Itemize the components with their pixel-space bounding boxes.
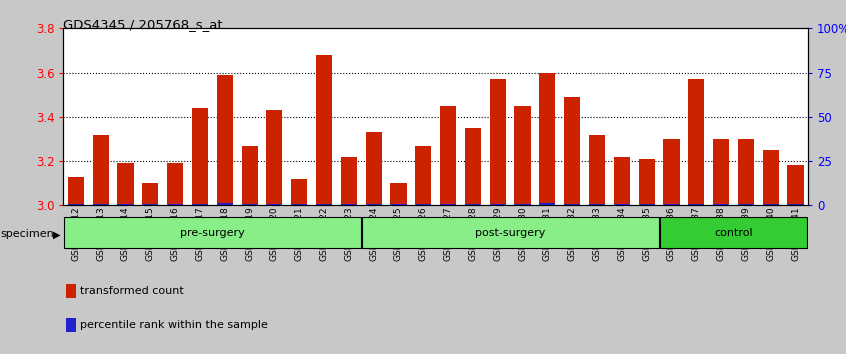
Bar — [365, 204, 382, 205]
Bar — [788, 166, 804, 205]
Bar — [192, 204, 208, 205]
Bar — [167, 163, 184, 205]
Bar — [464, 128, 481, 205]
Bar — [241, 145, 258, 205]
Bar — [217, 75, 233, 205]
Bar — [688, 79, 705, 205]
Bar — [241, 204, 258, 205]
Bar — [490, 204, 506, 205]
Text: percentile rank within the sample: percentile rank within the sample — [80, 320, 267, 330]
Bar — [663, 204, 679, 205]
Bar — [738, 139, 754, 205]
Bar — [613, 204, 630, 205]
Bar — [192, 108, 208, 205]
Bar — [514, 106, 530, 205]
Bar — [688, 204, 705, 205]
Bar — [365, 132, 382, 205]
Bar — [713, 204, 729, 205]
Text: transformed count: transformed count — [80, 286, 184, 296]
Bar — [266, 110, 283, 205]
Bar — [539, 203, 556, 205]
FancyBboxPatch shape — [660, 217, 807, 248]
Bar — [613, 156, 630, 205]
Bar — [415, 204, 431, 205]
Bar — [589, 135, 605, 205]
Bar — [68, 177, 84, 205]
Text: control: control — [714, 228, 753, 238]
Bar — [713, 139, 729, 205]
Bar — [589, 204, 605, 205]
Bar — [341, 156, 357, 205]
Bar — [92, 135, 109, 205]
Bar — [266, 204, 283, 205]
Bar — [316, 204, 332, 205]
Bar — [514, 204, 530, 205]
Bar — [564, 204, 580, 205]
Text: GDS4345 / 205768_s_at: GDS4345 / 205768_s_at — [63, 18, 223, 31]
Bar — [788, 204, 804, 205]
Bar — [167, 204, 184, 205]
Bar — [440, 204, 456, 205]
Bar — [390, 183, 407, 205]
FancyBboxPatch shape — [362, 217, 658, 248]
Bar — [316, 55, 332, 205]
Bar — [738, 204, 754, 205]
Bar — [762, 150, 779, 205]
Bar — [142, 204, 158, 205]
Bar — [217, 203, 233, 205]
Bar — [118, 163, 134, 205]
Bar — [564, 97, 580, 205]
Bar — [118, 204, 134, 205]
Bar — [440, 106, 456, 205]
Bar — [291, 179, 307, 205]
Text: post-surgery: post-surgery — [475, 228, 546, 238]
Bar — [92, 204, 109, 205]
Bar — [762, 204, 779, 205]
Bar — [68, 204, 84, 205]
Bar — [539, 73, 556, 205]
Bar — [639, 159, 655, 205]
Bar — [142, 183, 158, 205]
Text: specimen: specimen — [0, 229, 54, 239]
FancyBboxPatch shape — [64, 217, 360, 248]
Bar — [639, 204, 655, 205]
Text: ▶: ▶ — [53, 229, 61, 239]
Bar — [490, 79, 506, 205]
Bar — [291, 204, 307, 205]
Bar — [663, 139, 679, 205]
Bar — [464, 204, 481, 205]
Text: pre-surgery: pre-surgery — [180, 228, 244, 238]
Bar — [415, 145, 431, 205]
Bar — [341, 204, 357, 205]
Bar — [390, 204, 407, 205]
